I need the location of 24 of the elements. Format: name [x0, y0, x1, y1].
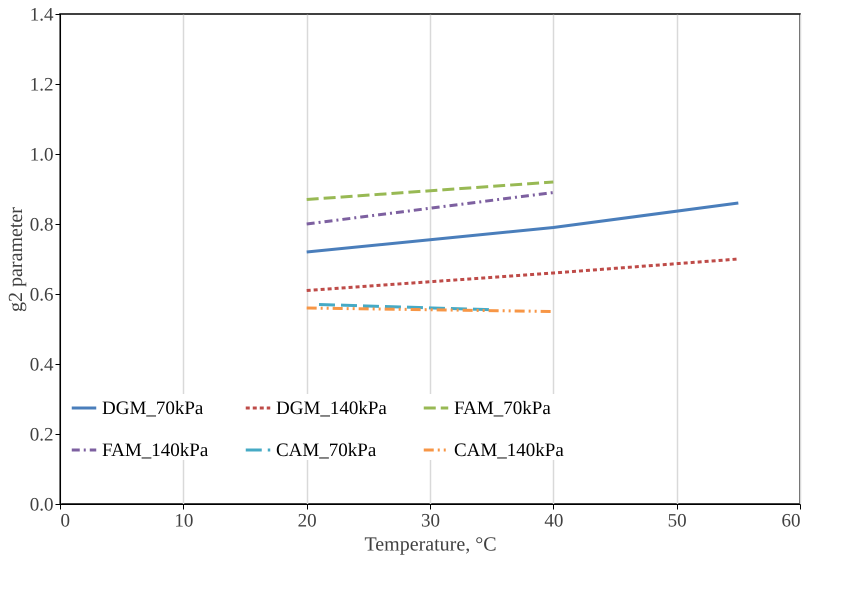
y-tick-label: 0.2	[30, 424, 54, 446]
y-tick-label: 0.8	[30, 214, 54, 236]
y-tick-label: 1.2	[30, 74, 54, 96]
y-tick-label: 1.0	[30, 144, 54, 166]
legend-label: DGM_140kPa	[276, 398, 388, 419]
x-tick-label: 40	[544, 510, 564, 532]
y-axis-title: g2 parameter	[4, 206, 27, 312]
x-tick-label: 30	[421, 510, 440, 532]
legend-label: FAM_70kPa	[454, 398, 552, 419]
y-tick-label: 0.4	[30, 354, 54, 376]
y-tick-label: 0.6	[30, 284, 54, 306]
legend-label: DGM_70kPa	[102, 398, 204, 419]
legend-label: CAM_140kPa	[454, 440, 564, 461]
line-series	[305, 202, 740, 254]
y-tick-label: 1.4	[30, 4, 54, 26]
legend-label: FAM_140kPa	[102, 440, 209, 461]
x-tick-label: 10	[174, 510, 194, 532]
legend-label: CAM_70kPa	[276, 440, 377, 461]
x-tick-label: 60	[782, 510, 800, 532]
x-tick-label: 0	[60, 510, 70, 532]
x-tick-label: 50	[668, 510, 687, 532]
x-axis-title: Temperature, °C	[364, 534, 497, 556]
y-tick-label: 0.0	[30, 494, 54, 516]
x-tick-label: 20	[298, 510, 317, 532]
